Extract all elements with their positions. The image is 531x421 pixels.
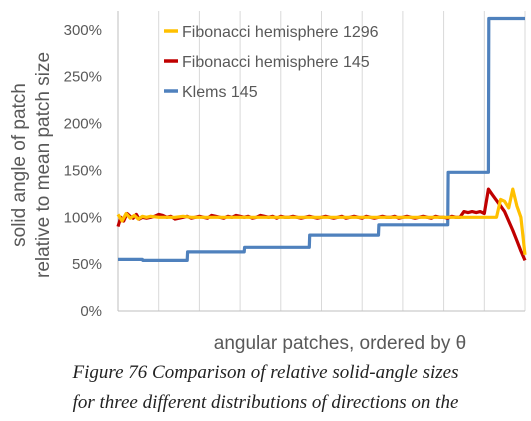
legend-label: Fibonacci hemisphere 145 (182, 54, 370, 71)
figure-caption-line1: Figure 76 Comparison of relative solid-a… (72, 362, 459, 383)
legend: Fibonacci hemisphere 1296 Fibonacci hemis… (164, 24, 379, 101)
legend-label: Fibonacci hemisphere 1296 (182, 24, 379, 41)
y-tick-label: 0% (80, 303, 102, 320)
y-axis-label-line2: relative to mean patch size (33, 52, 54, 278)
chart-svg: 0% 50% 100% 150% 200% 250% 300% Fibonacci hemi… (9, 11, 527, 354)
figure-caption-line2: for three different distributions of dir… (72, 392, 459, 413)
series-lines (116, 16, 527, 262)
y-tick-label: 300% (64, 22, 102, 39)
y-tick-label: 200% (64, 116, 102, 133)
legend-label: Klems 145 (182, 84, 258, 101)
y-axis-label-line1: solid angle of patch (9, 83, 30, 247)
y-tick-labels: 0% 50% 100% 150% 200% 250% 300% (64, 22, 102, 320)
series-line-klems-145 (118, 16, 525, 262)
y-tick-label: 100% (64, 209, 102, 226)
y-tick-label: 150% (64, 162, 102, 179)
y-tick-label: 50% (72, 256, 102, 273)
series-line-fibonacci-hemisphere-1296 (116, 187, 527, 255)
x-axis-label: angular patches, ordered by θ (214, 333, 466, 354)
gridlines (117, 11, 526, 311)
y-tick-label: 250% (64, 69, 102, 86)
